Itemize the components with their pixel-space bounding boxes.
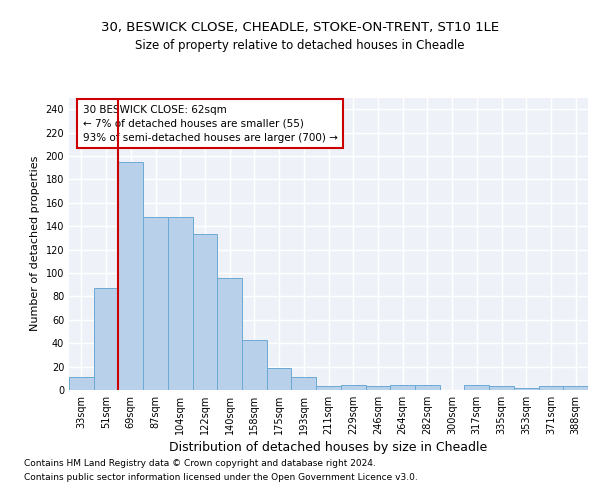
Bar: [316, 386, 341, 390]
Bar: [143, 217, 168, 390]
Bar: [94, 288, 118, 390]
Bar: [118, 162, 143, 390]
Text: Size of property relative to detached houses in Cheadle: Size of property relative to detached ho…: [135, 40, 465, 52]
Text: 30 BESWICK CLOSE: 62sqm
← 7% of detached houses are smaller (55)
93% of semi-det: 30 BESWICK CLOSE: 62sqm ← 7% of detached…: [83, 104, 337, 142]
Bar: [69, 377, 94, 390]
Bar: [563, 386, 588, 390]
Bar: [539, 386, 563, 390]
Bar: [267, 368, 292, 390]
Bar: [390, 386, 415, 390]
Bar: [217, 278, 242, 390]
Bar: [242, 340, 267, 390]
Bar: [514, 388, 539, 390]
Text: Contains HM Land Registry data © Crown copyright and database right 2024.: Contains HM Land Registry data © Crown c…: [24, 460, 376, 468]
Text: Contains public sector information licensed under the Open Government Licence v3: Contains public sector information licen…: [24, 473, 418, 482]
Bar: [193, 234, 217, 390]
Y-axis label: Number of detached properties: Number of detached properties: [30, 156, 40, 332]
Bar: [415, 386, 440, 390]
Bar: [464, 386, 489, 390]
X-axis label: Distribution of detached houses by size in Cheadle: Distribution of detached houses by size …: [169, 441, 488, 454]
Text: 30, BESWICK CLOSE, CHEADLE, STOKE-ON-TRENT, ST10 1LE: 30, BESWICK CLOSE, CHEADLE, STOKE-ON-TRE…: [101, 21, 499, 34]
Bar: [341, 386, 365, 390]
Bar: [168, 217, 193, 390]
Bar: [365, 386, 390, 390]
Bar: [489, 386, 514, 390]
Bar: [292, 377, 316, 390]
